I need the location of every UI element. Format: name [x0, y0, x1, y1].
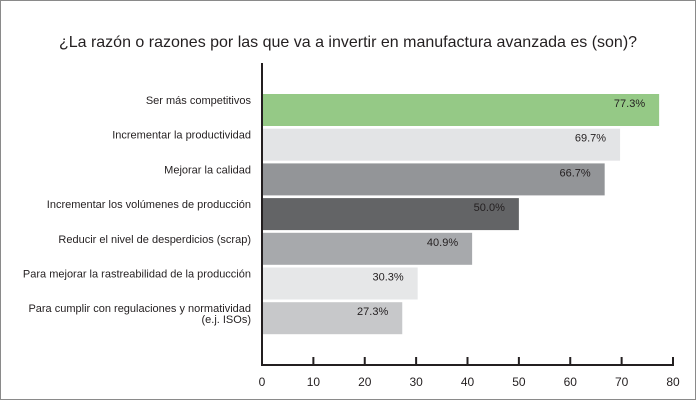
- x-tick-label: 10: [307, 375, 321, 389]
- category-label: Mejorar la calidad: [164, 164, 251, 176]
- bar: [262, 128, 621, 161]
- bar: [262, 198, 519, 231]
- data-label: 77.3%: [614, 98, 645, 110]
- chart-title: ¿La razón o razones por las que va a inv…: [58, 34, 638, 51]
- category-label: Incrementar la productividad: [112, 130, 251, 142]
- category-label: Para cumplir con regulaciones y normativ…: [28, 303, 251, 315]
- data-label: 27.3%: [357, 306, 388, 318]
- bar: [262, 163, 605, 196]
- category-label: Incrementar los volúmenes de producción: [47, 199, 251, 211]
- data-label: 69.7%: [575, 133, 606, 145]
- x-tick-label: 30: [409, 375, 423, 389]
- category-label: Reducir el nivel de desperdicios (scrap): [58, 234, 251, 246]
- bar: [262, 302, 403, 335]
- category-label: Ser más competitivos: [146, 95, 252, 107]
- x-tick-label: 80: [666, 375, 680, 389]
- data-label: 66.7%: [559, 167, 590, 179]
- category-label: (e.j. ISOs): [201, 314, 251, 326]
- category-label: Para mejorar la rastreabilidad de la pro…: [23, 269, 251, 281]
- x-tick-label: 70: [615, 375, 629, 389]
- bar: [262, 94, 660, 126]
- data-label: 40.9%: [427, 237, 458, 249]
- bar: [262, 232, 473, 265]
- data-label: 30.3%: [372, 272, 403, 284]
- x-tick-label: 60: [564, 375, 578, 389]
- x-tick-label: 20: [358, 375, 372, 389]
- x-tick-label: 50: [512, 375, 526, 389]
- x-tick-label: 40: [461, 375, 475, 389]
- bar: [262, 267, 418, 300]
- data-label: 50.0%: [474, 202, 505, 214]
- x-tick-label: 0: [259, 375, 266, 389]
